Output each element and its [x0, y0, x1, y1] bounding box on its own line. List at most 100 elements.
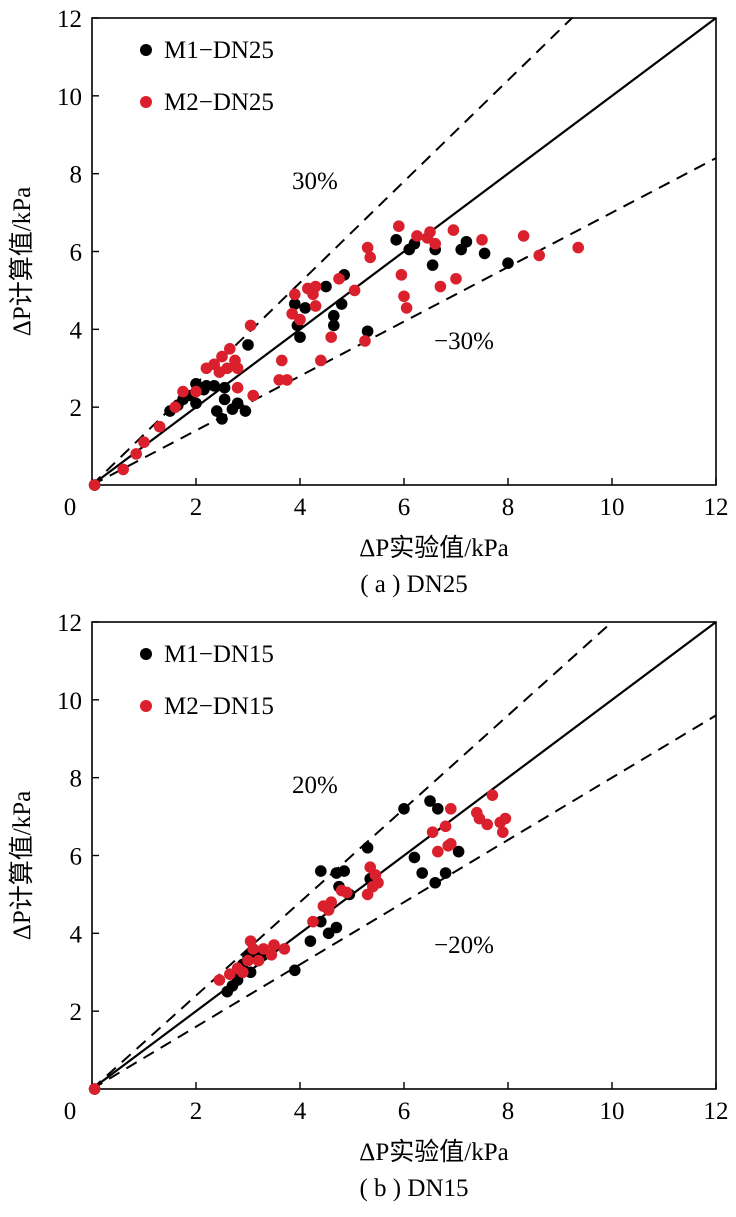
x-tick-label: 8	[502, 1098, 515, 1125]
data-point	[218, 381, 231, 394]
lower-bound-label: −30%	[434, 328, 494, 355]
data-point	[361, 841, 374, 854]
data-point	[432, 803, 444, 815]
data-point	[304, 935, 317, 947]
data-point	[450, 272, 462, 285]
data-point	[239, 405, 252, 417]
series-2	[88, 220, 584, 491]
data-point	[478, 247, 491, 260]
y-tick-label: 10	[57, 84, 82, 111]
data-point	[398, 803, 410, 815]
data-point	[439, 820, 452, 833]
reference-lines	[92, 622, 716, 1089]
data-point	[278, 943, 291, 955]
panel-caption: ( b ) DN15	[359, 1175, 468, 1202]
data-point	[138, 436, 150, 448]
y-tick-label: 4	[70, 317, 83, 344]
data-point	[361, 325, 374, 338]
upper-bound-label: 30%	[292, 168, 338, 195]
data-point	[268, 939, 280, 951]
data-point	[328, 319, 340, 332]
x-axis-label: ΔP实验值/kPa	[359, 534, 508, 562]
data-point	[315, 354, 327, 367]
data-point	[341, 886, 353, 899]
y-tick-label: 10	[57, 688, 82, 715]
x-tick-label: 0	[64, 494, 77, 521]
data-point	[348, 284, 361, 297]
data-point	[502, 257, 514, 269]
x-axis-label: ΔP实验值/kPa	[359, 1138, 508, 1166]
data-point	[315, 865, 327, 877]
data-point	[390, 234, 403, 246]
data-point	[328, 309, 340, 322]
data-point	[325, 896, 338, 908]
data-point	[289, 298, 301, 310]
data-point	[244, 319, 257, 332]
x-tick-label: 4	[294, 1098, 307, 1125]
data-point	[364, 251, 377, 264]
x-tick-label: 8	[502, 494, 515, 521]
data-point	[130, 448, 142, 460]
data-point	[424, 226, 436, 238]
y-tick-label: 6	[70, 240, 83, 267]
data-point	[117, 463, 129, 476]
data-point	[242, 339, 254, 351]
data-point	[231, 397, 244, 410]
data-point	[216, 413, 228, 425]
legend-marker	[140, 44, 152, 56]
data-point	[416, 867, 429, 879]
data-point	[434, 280, 447, 293]
data-point	[88, 479, 101, 491]
data-point	[247, 389, 259, 402]
chart-panel-b: 0 2 4 6 8 10 12 2 4 6 8 10 12 ΔP实验值/kPa ΔP计算值/kPa ( b )…	[8, 610, 729, 1202]
y-tick-label: 12	[57, 610, 82, 637]
y-tick-label: 6	[70, 844, 83, 871]
data-point	[190, 397, 202, 410]
y-tick-label: 8	[70, 162, 83, 189]
legend-label: M2−DN25	[164, 89, 274, 116]
data-point	[372, 876, 384, 889]
series-2	[88, 789, 512, 1095]
data-point	[445, 803, 457, 815]
data-point	[247, 943, 259, 955]
legend-marker	[140, 648, 152, 660]
y-tick-label: 8	[70, 766, 83, 793]
data-point	[325, 331, 338, 343]
data-point	[408, 851, 421, 864]
data-point	[572, 241, 584, 254]
data-point	[359, 335, 371, 347]
data-point	[224, 342, 236, 355]
x-tick-label: 0	[64, 1098, 77, 1125]
legend-marker	[140, 96, 152, 108]
data-point	[307, 915, 319, 928]
data-point	[242, 954, 254, 967]
y-tick-label: 2	[70, 395, 83, 422]
data-point	[481, 818, 494, 831]
data-point	[265, 948, 278, 961]
reference-lines	[92, 18, 716, 485]
y-tick-label: 2	[70, 999, 83, 1026]
data-point	[338, 865, 351, 877]
x-tick-label: 4	[294, 494, 307, 521]
x-tick-label: 10	[600, 494, 625, 521]
data-point	[439, 867, 452, 879]
data-point	[221, 362, 233, 375]
data-point	[289, 288, 301, 301]
x-tick-label: 10	[600, 1098, 625, 1125]
data-point	[499, 812, 512, 825]
data-point	[533, 249, 545, 262]
data-point	[411, 230, 423, 242]
data-point	[432, 845, 444, 858]
data-point	[361, 241, 374, 254]
data-point	[294, 331, 306, 343]
data-point	[429, 237, 442, 250]
data-point	[281, 374, 293, 386]
lower-bound-line	[92, 714, 716, 1089]
x-tick-label: 6	[398, 494, 411, 521]
lower-bound-line	[92, 157, 716, 485]
data-point	[231, 381, 244, 394]
data-point	[395, 269, 408, 281]
data-point	[426, 259, 439, 271]
lower-bound-label: −20%	[434, 932, 494, 959]
data-point	[460, 235, 473, 248]
